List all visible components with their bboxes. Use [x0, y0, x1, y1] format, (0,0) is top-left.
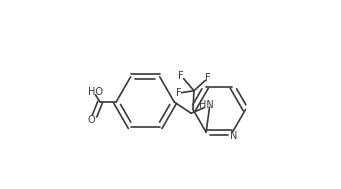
- Text: O: O: [87, 115, 95, 125]
- Text: F: F: [176, 88, 181, 98]
- Text: F: F: [205, 73, 211, 83]
- Text: HO: HO: [88, 87, 103, 97]
- Text: F: F: [178, 71, 184, 81]
- Text: HN: HN: [199, 100, 213, 110]
- Text: N: N: [229, 131, 237, 141]
